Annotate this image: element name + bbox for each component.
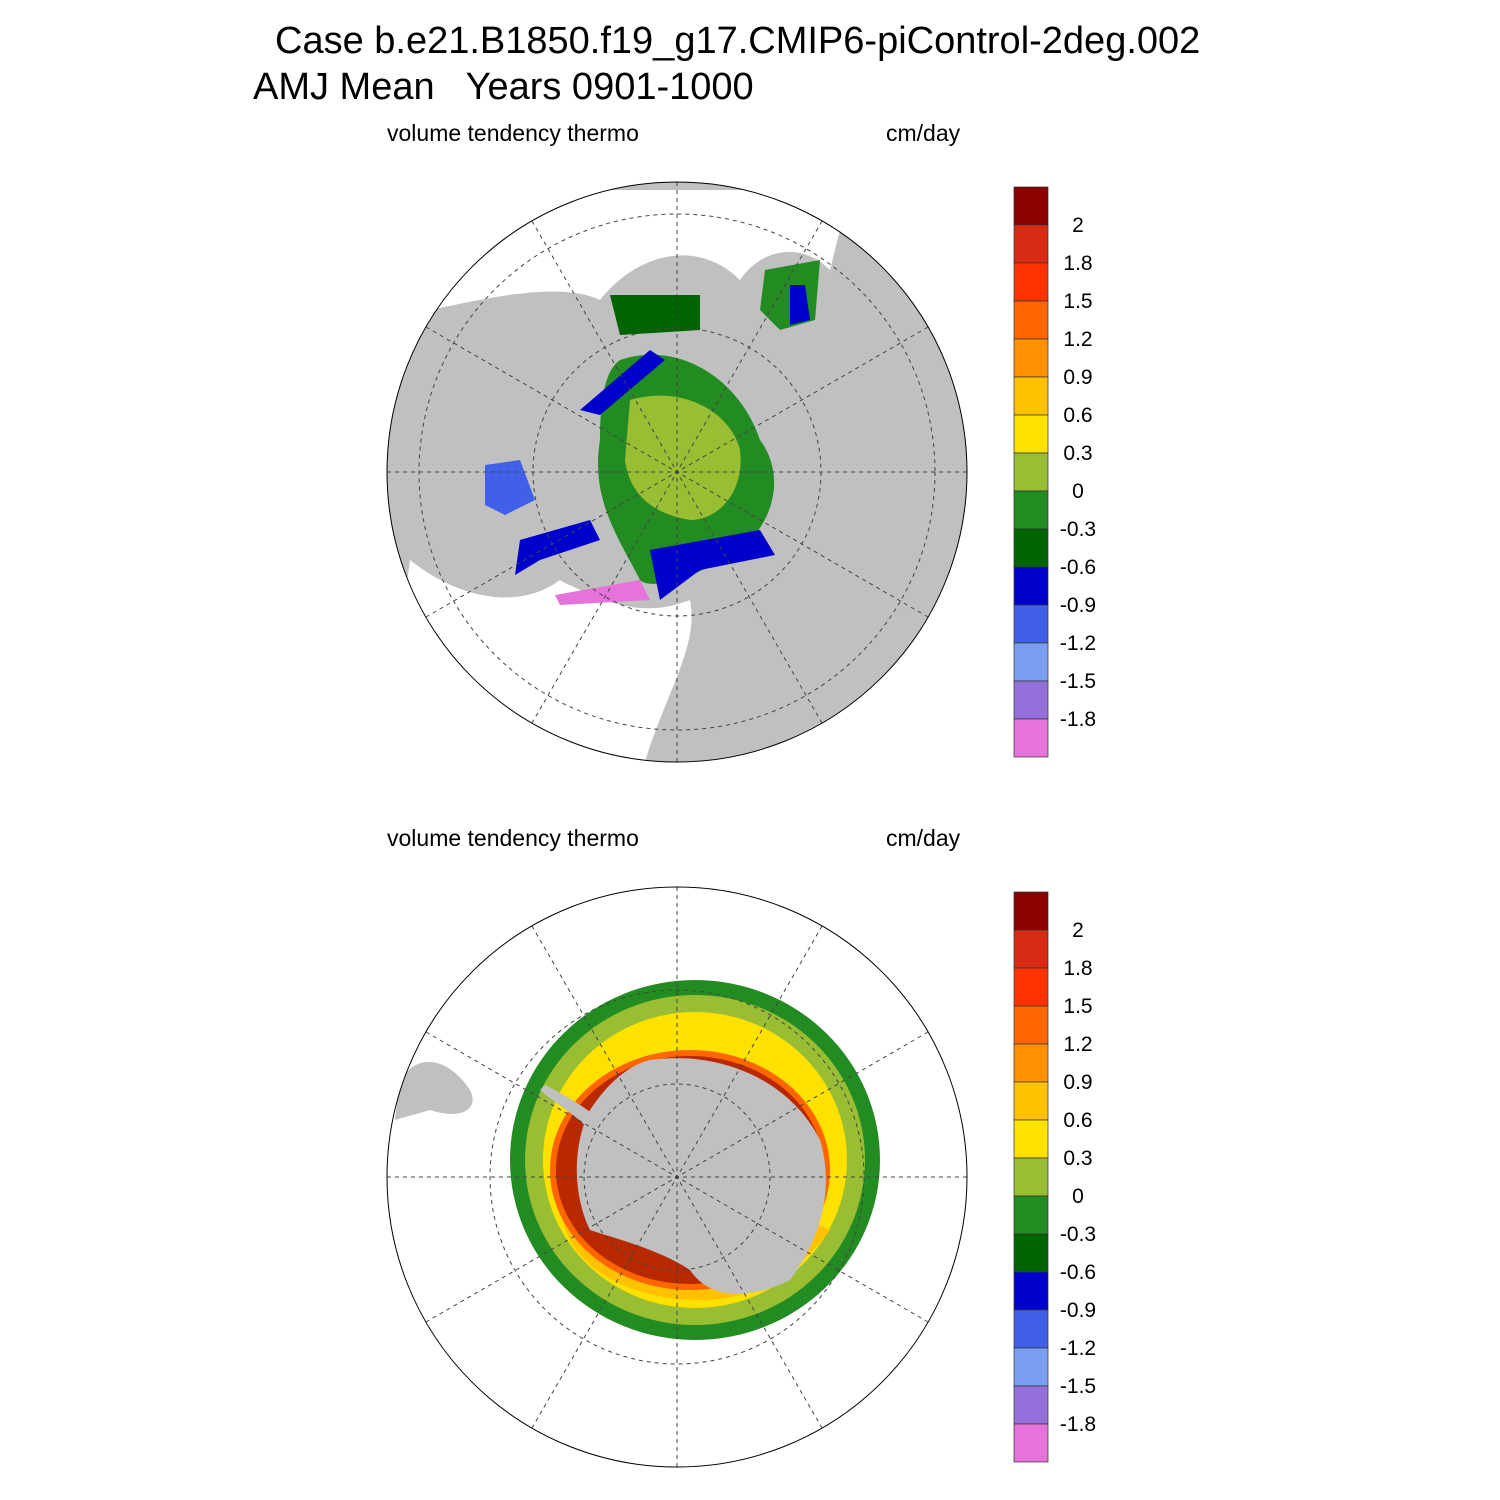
colorbar-box bbox=[1013, 490, 1049, 530]
north-graticule bbox=[387, 182, 967, 762]
north-map-border bbox=[386, 181, 968, 763]
colorbar-tick-label: -0.6 bbox=[1060, 1261, 1096, 1284]
colorbar-box bbox=[1013, 1309, 1049, 1349]
colorbar-tick-label: 2 bbox=[1072, 214, 1084, 237]
south-panel-variable-label: volume tendency thermo bbox=[387, 825, 639, 851]
hudson-bay-ice bbox=[485, 460, 535, 515]
colorbar-tick-label: -1.5 bbox=[1060, 670, 1096, 693]
colorbar-tick-label: -0.3 bbox=[1060, 518, 1096, 541]
colorbar-tick-label: -0.6 bbox=[1060, 556, 1096, 579]
south-map-border bbox=[386, 886, 968, 1468]
colorbar-box bbox=[1013, 967, 1049, 1007]
colorbar-box bbox=[1013, 1423, 1049, 1463]
colorbar-box bbox=[1013, 1119, 1049, 1159]
colorbar-box bbox=[1013, 929, 1049, 969]
colorbar-box bbox=[1013, 1005, 1049, 1045]
greenland-east-ice bbox=[555, 580, 650, 605]
colorbar-box bbox=[1013, 680, 1049, 720]
labrador-ice bbox=[515, 520, 600, 575]
colorbar-tick-label: -0.9 bbox=[1060, 594, 1096, 617]
colorbar-box bbox=[1013, 376, 1049, 416]
colorbar-tick-label: -1.8 bbox=[1060, 1413, 1096, 1436]
colorbar-box bbox=[1013, 1233, 1049, 1273]
colorbar-tick-label: 0 bbox=[1072, 480, 1084, 503]
beaufort-ice bbox=[580, 350, 665, 415]
colorbar-tick-label: 0.3 bbox=[1063, 442, 1092, 465]
north-panel-units-label: cm/day bbox=[886, 120, 961, 146]
north-panel-variable-label: volume tendency thermo bbox=[387, 120, 639, 146]
antarctic-peninsula bbox=[540, 1085, 600, 1130]
colorbar-box bbox=[1013, 1081, 1049, 1121]
colorbar-tick-label: 2 bbox=[1072, 919, 1084, 942]
colorbar-tick-label: 1.5 bbox=[1063, 290, 1092, 313]
colorbar-tick-label: -0.9 bbox=[1060, 1299, 1096, 1322]
colorbar-box bbox=[1013, 262, 1049, 302]
colorbar-tick-label: 0.6 bbox=[1063, 404, 1092, 427]
antarctica-land bbox=[576, 1058, 826, 1294]
colorbar-box bbox=[1013, 604, 1049, 644]
colorbar-box bbox=[1013, 338, 1049, 378]
colorbar-tick-label: 1.2 bbox=[1063, 328, 1092, 351]
colorbar-tick-label: 1.8 bbox=[1063, 957, 1092, 980]
colorbar-tick-label: 0.3 bbox=[1063, 1147, 1092, 1170]
colorbar-box bbox=[1013, 891, 1049, 931]
colorbar-tick-label: 0 bbox=[1072, 1185, 1084, 1208]
colorbar-box bbox=[1013, 224, 1049, 264]
figure-title: Case b.e21.B1850.f19_g17.CMIP6-piControl… bbox=[275, 20, 1201, 62]
north-colorbar: 2 1.8 1.5 1.2 0.9 0.6 0.3 0 -0.3 -0.6 -0.9 -1.2 -1.5… bbox=[1013, 186, 1096, 758]
colorbar-tick-label: -1.2 bbox=[1060, 632, 1096, 655]
barents-ice bbox=[650, 530, 775, 600]
colorbar-tick-label: -0.3 bbox=[1060, 1223, 1096, 1246]
colorbar-box bbox=[1013, 452, 1049, 492]
colorbar-box bbox=[1013, 300, 1049, 340]
colorbar-tick-label: 0.6 bbox=[1063, 1109, 1092, 1132]
south-america-land bbox=[395, 1061, 473, 1120]
colorbar-box bbox=[1013, 1195, 1049, 1235]
colorbar-tick-label: 0.9 bbox=[1063, 1071, 1092, 1094]
colorbar-tick-label: 1.8 bbox=[1063, 252, 1092, 275]
colorbar-box bbox=[1013, 414, 1049, 454]
colorbar-box bbox=[1013, 186, 1049, 226]
colorbar-box bbox=[1013, 566, 1049, 606]
south-colorbar: 2 1.8 1.5 1.2 0.9 0.6 0.3 0 -0.3 -0.6 -0.9 -1.2 -1.5… bbox=[1013, 891, 1096, 1463]
colorbar-tick-label: -1.5 bbox=[1060, 1375, 1096, 1398]
south-graticule bbox=[387, 887, 967, 1467]
colorbar-tick-label: -1.2 bbox=[1060, 1337, 1096, 1360]
arctic-ice-light-green bbox=[625, 395, 741, 520]
colorbar-box bbox=[1013, 1043, 1049, 1083]
colorbar-tick-label: -1.8 bbox=[1060, 708, 1096, 731]
north-polar-map bbox=[387, 182, 967, 762]
colorbar-box bbox=[1013, 1157, 1049, 1197]
colorbar-box bbox=[1013, 718, 1049, 758]
colorbar-box bbox=[1013, 1385, 1049, 1425]
colorbar-box bbox=[1013, 1271, 1049, 1311]
okhotsk-ice-blue bbox=[790, 285, 810, 325]
south-panel-units-label: cm/day bbox=[886, 825, 961, 851]
colorbar-tick-label: 1.2 bbox=[1063, 1033, 1092, 1056]
colorbar-box bbox=[1013, 642, 1049, 682]
colorbar-tick-label: 1.5 bbox=[1063, 995, 1092, 1018]
colorbar-box bbox=[1013, 1347, 1049, 1387]
colorbar-box bbox=[1013, 528, 1049, 568]
colorbar-tick-label: 0.9 bbox=[1063, 366, 1092, 389]
south-polar-map bbox=[387, 887, 967, 1467]
figure-subtitle: AMJ Mean Years 0901-1000 bbox=[253, 66, 754, 108]
bering-ice bbox=[610, 295, 700, 335]
